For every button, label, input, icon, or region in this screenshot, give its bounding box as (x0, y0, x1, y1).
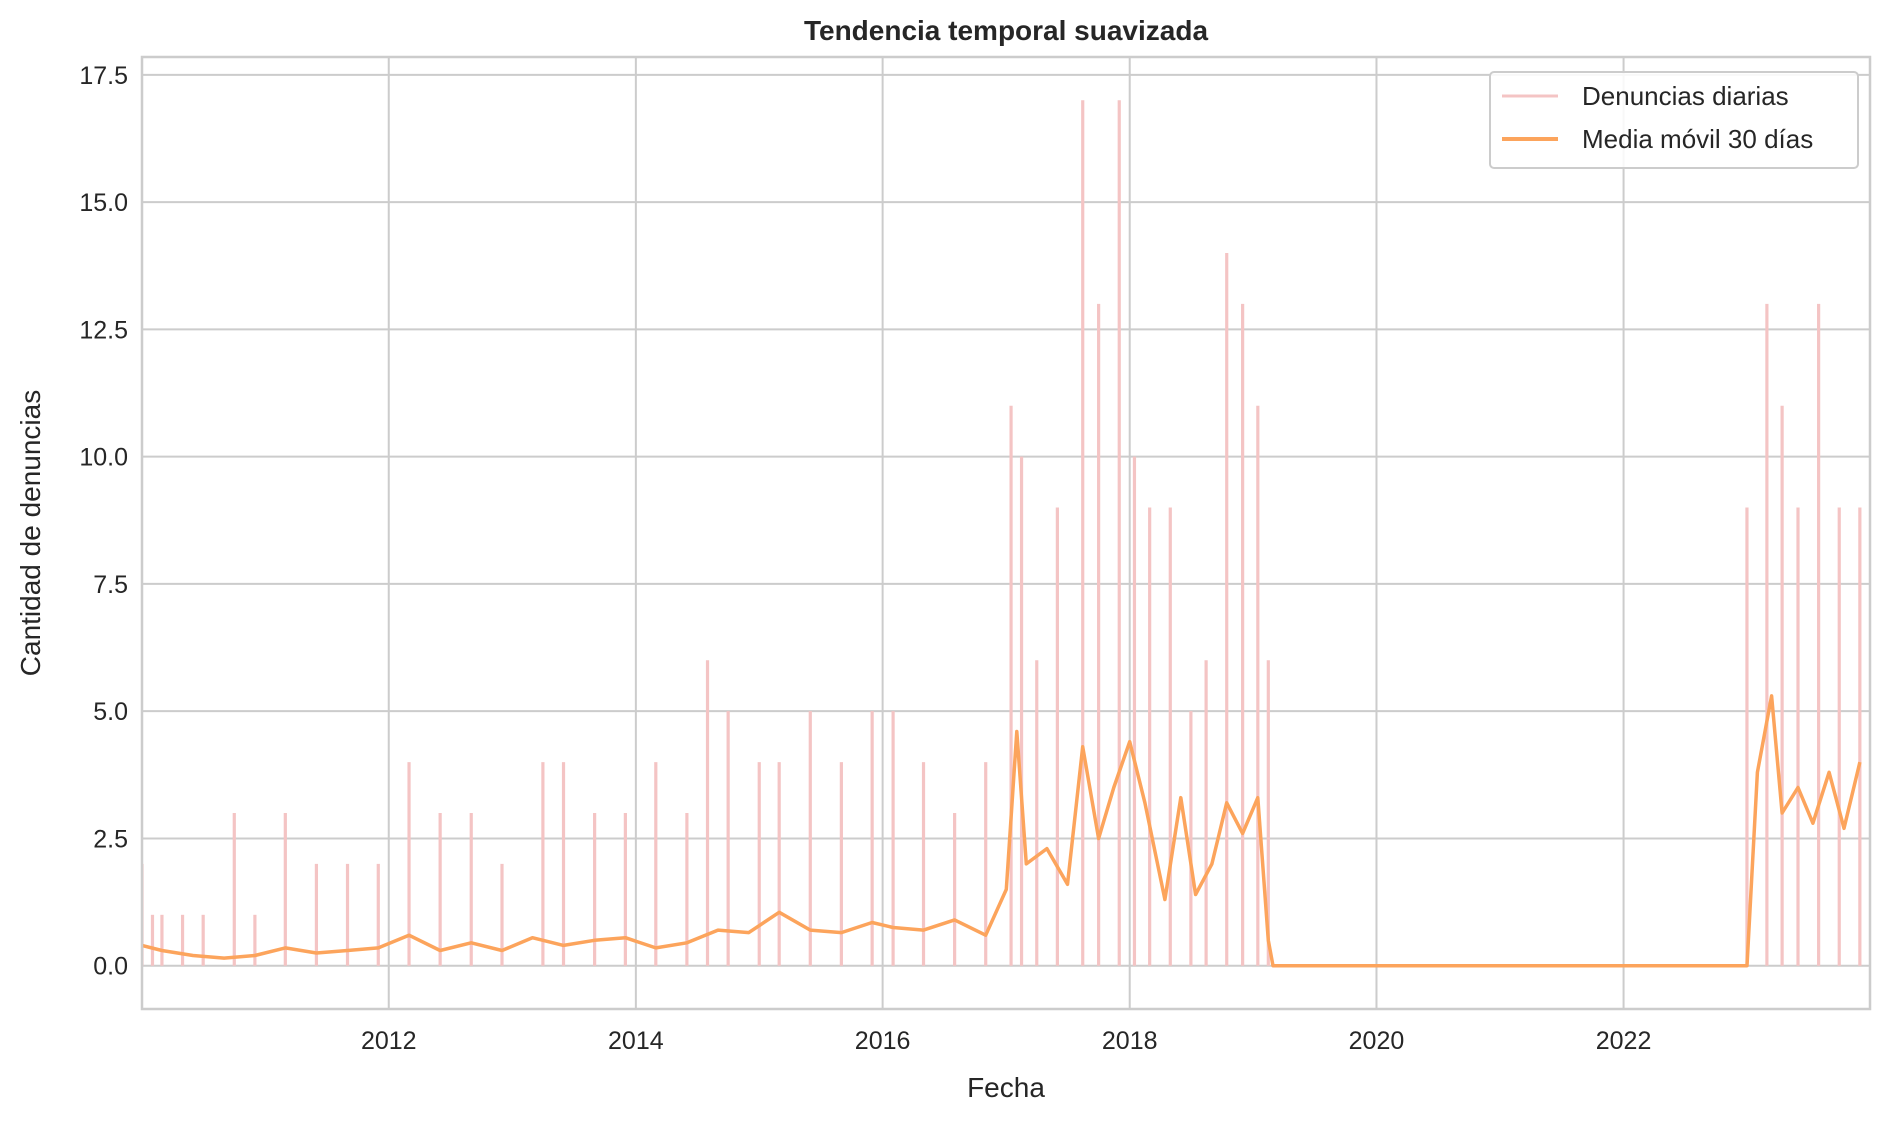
x-tick-label: 2020 (1349, 1027, 1405, 1055)
x-axis-label: Fecha (967, 1072, 1045, 1103)
y-tick-label: 7.5 (93, 571, 128, 599)
x-tick-label: 2014 (608, 1027, 664, 1055)
x-tick-label: 2018 (1102, 1027, 1158, 1055)
y-tick-label: 2.5 (93, 825, 128, 853)
y-tick-label: 15.0 (79, 189, 128, 217)
y-tick-label: 12.5 (79, 316, 128, 344)
plot-frame (140, 55, 1872, 1011)
series-daily (142, 100, 1862, 966)
legend: Denuncias diarias Media móvil 30 días (1489, 71, 1859, 169)
x-tick-label: 2012 (361, 1027, 417, 1055)
legend-label-daily: Denuncias diarias (1582, 81, 1789, 111)
series-rolling-line (142, 694, 1862, 968)
legend-box (1489, 71, 1859, 169)
legend-label-rolling: Media móvil 30 días (1582, 124, 1813, 154)
y-axis-label: Cantidad de denuncias (15, 390, 46, 676)
series-layer (142, 100, 1862, 968)
x-tick-label: 2016 (855, 1027, 911, 1055)
y-tick-label: 0.0 (93, 953, 128, 981)
y-tick-label: 17.5 (79, 62, 128, 90)
y-tick-label: 10.0 (79, 444, 128, 472)
grid (142, 57, 1870, 1009)
tick-labels: 2012 2014 2016 2018 2020 2022 0.0 2.5 5.0 7.5 10.0… (79, 62, 1651, 1055)
chart-title: Tendencia temporal suavizada (804, 15, 1208, 46)
y-tick-label: 5.0 (93, 698, 128, 726)
x-tick-label: 2022 (1596, 1027, 1652, 1055)
